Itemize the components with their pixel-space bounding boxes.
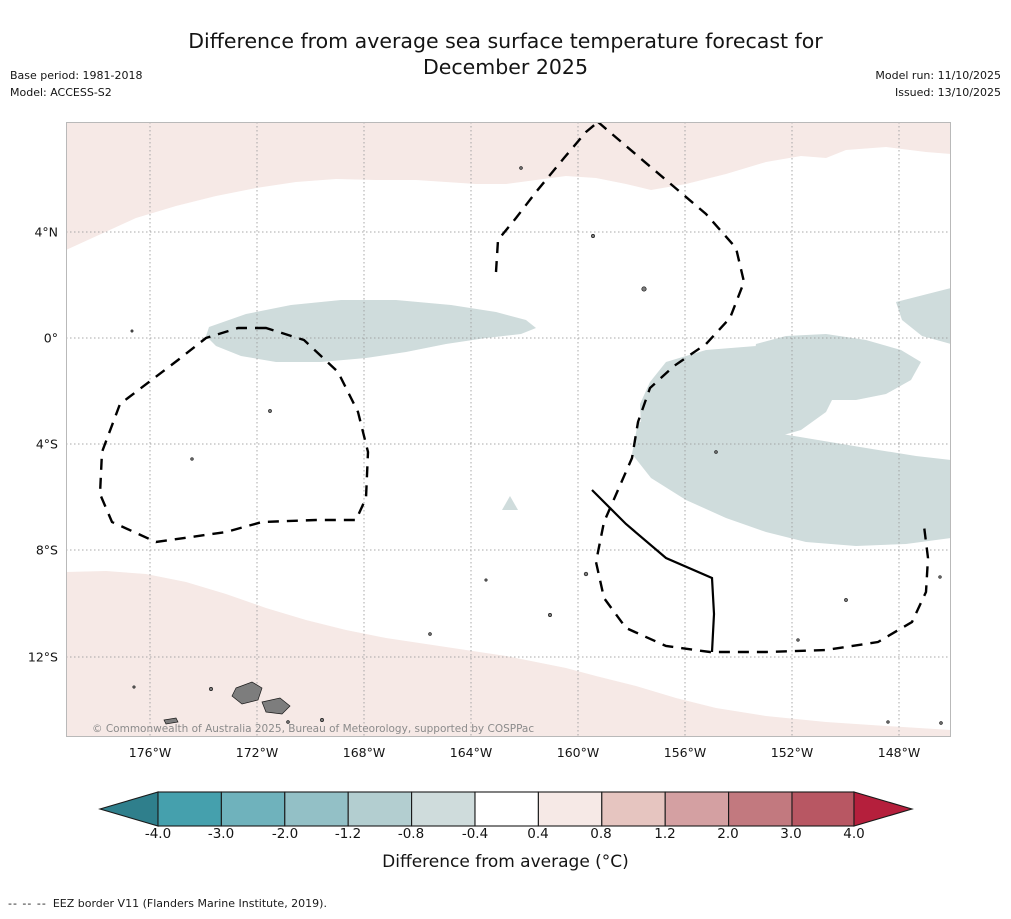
maritime-boundary-solid: [591, 489, 716, 653]
lon-tick-label: 168°W: [342, 745, 386, 760]
colorbar-tick-label: 0.4: [527, 826, 549, 842]
latitude-axis: 4°N 0° 4°S 8°S 12°S: [0, 0, 58, 919]
island-landmasses: [130, 166, 943, 725]
lat-tick-label: 12°S: [27, 649, 58, 665]
colorbar-tick-label: 0.8: [590, 826, 612, 842]
colorbar-tick-label: -2.0: [271, 826, 299, 842]
colorbar-tick-label: -0.8: [397, 826, 425, 842]
colorbar-tick-label: -1.2: [334, 826, 362, 842]
metadata-left: Base period: 1981-2018 Model: ACCESS-S2: [10, 67, 142, 101]
colorbar-tick-label: 3.0: [780, 826, 802, 842]
colorbar-tick-label: 1.2: [654, 826, 676, 842]
warm-region-north: [66, 122, 951, 250]
lon-tick-label: 176°W: [128, 745, 172, 760]
lat-tick-label: 4°N: [34, 224, 58, 240]
model-run-text: Model run: 11/10/2025: [875, 69, 1001, 82]
base-period-text: Base period: 1981-2018: [10, 69, 143, 82]
eez-border-lines: [98, 122, 930, 654]
longitude-axis: 176°W 172°W 168°W 164°W 160°W 156°W 152°…: [0, 745, 1011, 765]
colorbar: [0, 788, 1011, 836]
sst-anomaly-map: [66, 122, 951, 737]
cool-region-eastern: [632, 288, 951, 546]
dashed-line-icon: -- -- --: [8, 897, 47, 910]
metadata-right: Model run: 11/10/2025 Issued: 13/10/2025: [875, 67, 1001, 101]
lon-tick-label: 164°W: [449, 745, 493, 760]
colorbar-under-arrow: [98, 791, 159, 827]
warm-region-southwest: [66, 571, 951, 737]
colorbar-tick-label: 4.0: [843, 826, 865, 842]
cool-region-equatorial: [206, 300, 536, 362]
lon-tick-label: 172°W: [235, 745, 279, 760]
lon-tick-label: 148°W: [877, 745, 921, 760]
colorbar-tick-label: -3.0: [207, 826, 235, 842]
colorbar-tick-label: -4.0: [144, 826, 172, 842]
lon-tick-label: 152°W: [770, 745, 814, 760]
colorbar-over-arrow: [853, 791, 914, 827]
colorbar-tick-label: 2.0: [717, 826, 739, 842]
colorbar-title: Difference from average (°C): [382, 852, 629, 872]
colorbar-segments: [98, 791, 914, 827]
map-attribution: © Commonwealth of Australia 2025, Bureau…: [92, 723, 535, 735]
eez-legend: -- -- -- EEZ border V11 (Flanders Marine…: [8, 897, 327, 910]
lon-tick-label: 160°W: [556, 745, 600, 760]
model-text: Model: ACCESS-S2: [10, 86, 112, 99]
issued-text: Issued: 13/10/2025: [894, 86, 1001, 99]
eez-legend-label: EEZ border V11 (Flanders Marine Institut…: [52, 897, 327, 910]
map-gridlines: [66, 122, 951, 737]
lat-tick-label: 8°S: [35, 542, 58, 558]
page-title: Difference from average sea surface temp…: [188, 29, 823, 79]
colorbar-ticks: -4.0 -3.0 -2.0 -1.2 -0.8 -0.4 0.4 0.8 1.…: [0, 826, 1011, 846]
cool-region-isolated-triangle: [502, 496, 518, 510]
lat-tick-label: 4°S: [35, 436, 58, 452]
colorbar-tick-label: -0.4: [461, 826, 489, 842]
lon-tick-label: 156°W: [663, 745, 707, 760]
lat-tick-label: 0°: [43, 330, 58, 346]
